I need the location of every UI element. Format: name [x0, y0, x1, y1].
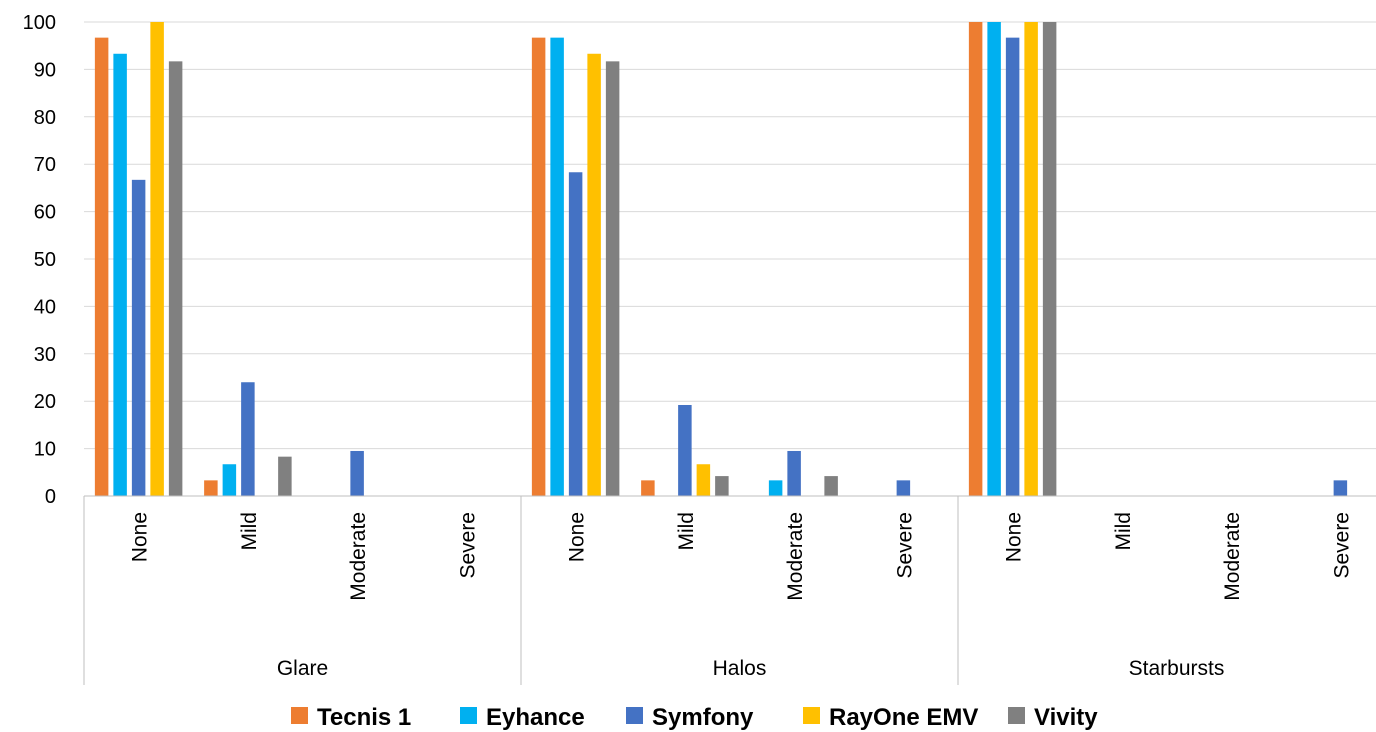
bar [241, 382, 255, 496]
category-labels: None Mild Moderate Severe None Mild Moderate Se… [129, 512, 1354, 601]
bar [641, 480, 655, 496]
bar [968, 22, 983, 496]
category-label: Severe [893, 512, 916, 579]
y-tick-label: 100 [23, 12, 56, 34]
bar [150, 22, 164, 496]
y-tick-label: 10 [34, 439, 56, 461]
legend-label: Vivity [1034, 704, 1098, 731]
bar [678, 404, 692, 496]
category-label: None [1003, 512, 1026, 562]
bar [1333, 480, 1348, 496]
bar [987, 22, 1001, 496]
legend-label: Tecnis 1 [317, 704, 411, 731]
legend-label: RayOne EMV [829, 704, 978, 731]
category-label: Moderate [347, 512, 370, 601]
category-label: Mild [675, 512, 698, 551]
y-tick-label: 90 [34, 59, 56, 81]
bar [768, 480, 783, 496]
bar [896, 480, 911, 496]
bar [568, 172, 583, 496]
y-axis-ticks: 0 10 20 30 40 50 60 70 80 90 100 [23, 12, 56, 508]
bar [1005, 37, 1020, 496]
bar [94, 37, 109, 496]
bar [204, 480, 218, 496]
group-label: Glare [277, 657, 328, 680]
group-label: Starbursts [1129, 657, 1225, 680]
x-axis [83, 495, 1376, 685]
bar [350, 450, 364, 496]
y-tick-label: 0 [45, 486, 56, 508]
bar [168, 61, 183, 496]
legend-label: Symfony [652, 704, 754, 731]
legend-label: Eyhance [486, 704, 585, 731]
category-label: Moderate [1221, 512, 1244, 601]
category-label: Severe [1330, 512, 1353, 579]
category-label: None [129, 512, 152, 562]
category-label: Moderate [784, 512, 807, 601]
group-label: Halos [713, 657, 767, 680]
category-label: Severe [456, 512, 479, 579]
bar [550, 37, 564, 496]
legend-swatch [460, 707, 477, 724]
legend-swatch [291, 707, 308, 724]
legend-swatch [1008, 707, 1025, 724]
legend-swatch [803, 707, 820, 724]
bar [715, 476, 729, 496]
bar [113, 53, 127, 497]
bar [787, 450, 801, 496]
bar [278, 456, 292, 496]
y-tick-label: 70 [34, 154, 56, 176]
bar [605, 61, 620, 496]
bar [1042, 22, 1057, 496]
legend: Tecnis 1 Eyhance Symfony RayOne EMV Vivity [291, 704, 1098, 731]
category-label: None [566, 512, 589, 562]
bars [94, 22, 1348, 497]
legend-swatch [626, 707, 643, 724]
y-tick-label: 80 [34, 107, 56, 129]
bar [696, 464, 711, 496]
gridlines [84, 21, 1376, 450]
bar [824, 476, 838, 496]
group-labels: Glare Halos Starbursts [277, 657, 1225, 680]
bar [587, 53, 601, 497]
category-label: Mild [238, 512, 261, 551]
bar [222, 464, 237, 496]
y-tick-label: 60 [34, 202, 56, 224]
category-label: Mild [1112, 512, 1135, 551]
y-tick-label: 30 [34, 344, 56, 366]
y-tick-label: 20 [34, 391, 56, 413]
bar [131, 179, 146, 497]
bar [531, 37, 546, 496]
y-tick-label: 50 [34, 249, 56, 271]
y-tick-label: 40 [34, 296, 56, 318]
bar [1024, 22, 1038, 496]
